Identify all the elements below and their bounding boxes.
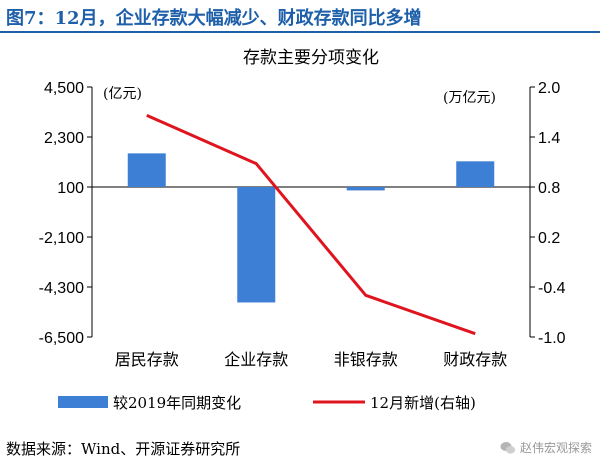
- right-tick-label: 1.4: [538, 130, 560, 147]
- deposit-chart: 存款主要分项变化 4,500 2,300 100 -2,100 -4,300 -6,500 2…: [39, 48, 566, 412]
- legend-bar-swatch: [58, 396, 108, 408]
- right-tick-label: -1.0: [538, 330, 566, 347]
- category-label: 企业存款: [224, 350, 288, 369]
- title-rule: [0, 31, 600, 33]
- category-label: 财政存款: [443, 350, 507, 369]
- bar-居民存款: [127, 153, 166, 187]
- left-tick-label: -2,100: [39, 230, 84, 247]
- left-tick-label: -6,500: [39, 330, 84, 347]
- left-tick-label: 100: [57, 180, 84, 197]
- legend-bar-label: 较2019年同期变化: [113, 394, 241, 412]
- bar-非银存款: [346, 187, 385, 191]
- right-axis-unit: (万亿元): [443, 90, 496, 106]
- right-tick-label: 0.8: [538, 180, 560, 197]
- right-tick-label: 0.2: [538, 230, 560, 247]
- figure-title: 图7：12月，企业存款大幅减少、财政存款同比多增: [6, 8, 422, 29]
- watermark-text: 赵伟宏观探索: [519, 441, 592, 455]
- right-tick-label: 2.0: [538, 80, 560, 97]
- category-label: 居民存款: [115, 350, 179, 369]
- line-series-12m-new: [146, 113, 476, 336]
- left-tick-label: 4,500: [44, 80, 84, 97]
- left-axis-unit: (亿元): [103, 86, 142, 102]
- category-label: 非银存款: [334, 350, 398, 369]
- right-tick-label: -0.4: [538, 280, 566, 297]
- legend-line-label: 12月新增(右轴): [370, 394, 476, 412]
- chart-title: 存款主要分项变化: [243, 48, 379, 68]
- source-note: 数据来源：Wind、开源证券研究所: [6, 440, 241, 458]
- bar-企业存款: [237, 187, 276, 303]
- watermark: 赵伟宏观探索: [500, 439, 592, 456]
- left-tick-label: 2,300: [44, 130, 84, 147]
- bar-财政存款: [456, 161, 495, 187]
- left-tick-label: -4,300: [39, 280, 84, 297]
- wechat-icon: [500, 441, 516, 454]
